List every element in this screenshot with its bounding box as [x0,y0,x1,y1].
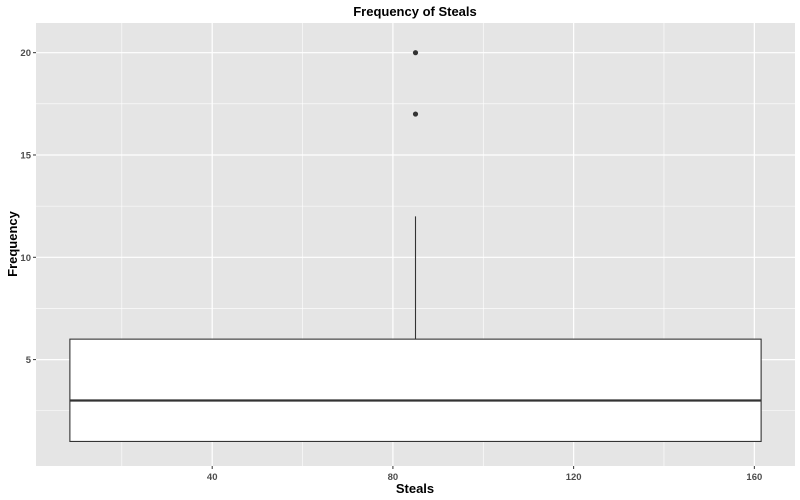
x-tick-label: 120 [566,472,582,483]
y-tick-label: 10 [20,253,31,264]
outlier-point [412,50,419,56]
y-axis-title: Frequency [5,210,20,277]
y-tick-label: 5 [26,355,32,366]
x-tick-label: 160 [746,472,762,483]
y-axis: 5 10 15 20 [20,48,36,366]
box-iqr [69,338,762,442]
x-axis-title: Steals [396,481,434,496]
y-tick-label: 20 [20,48,31,59]
chart-title: Frequency of Steals [353,4,477,19]
x-tick-label: 40 [207,472,218,483]
x-tick-label: 80 [388,472,399,483]
y-tick-label: 15 [20,150,31,161]
outlier-point [412,111,419,117]
plot-panel [36,23,795,466]
x-axis: 40 80 120 160 [207,466,762,483]
